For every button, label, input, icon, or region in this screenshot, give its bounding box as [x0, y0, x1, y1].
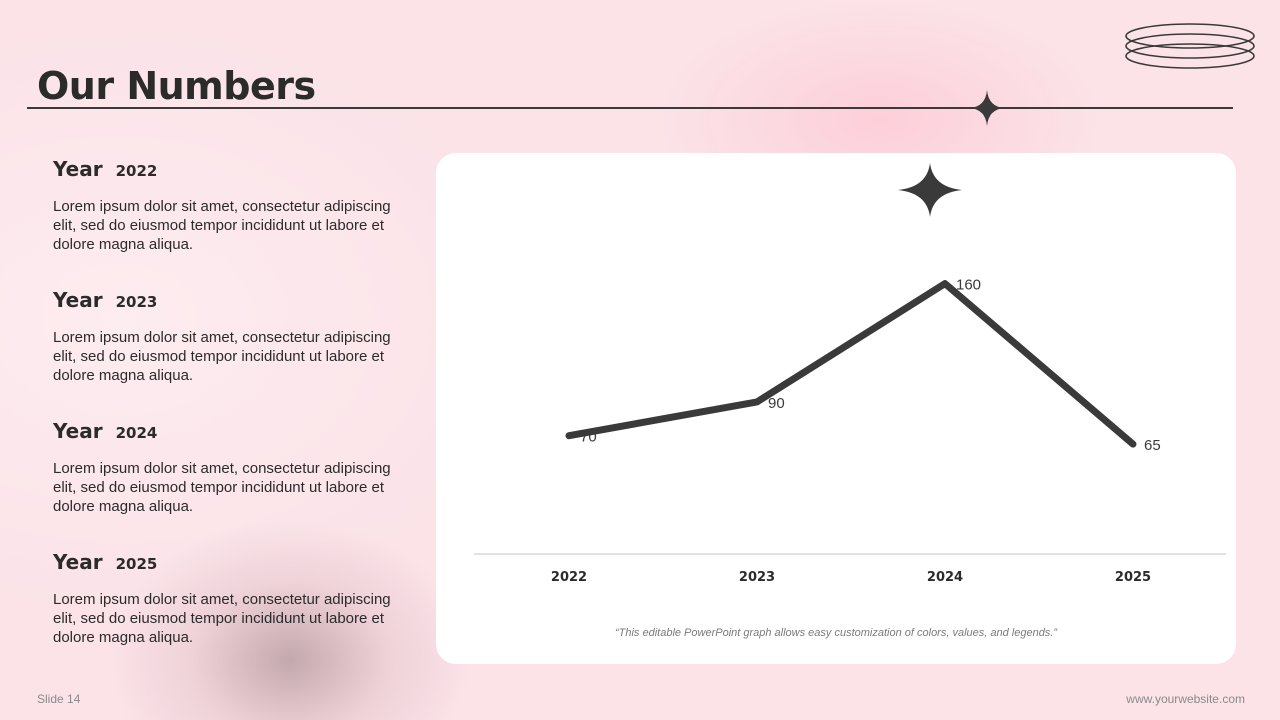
x-tick-label: 2023	[739, 570, 775, 585]
four-point-star-icon	[898, 163, 962, 217]
year-block-2022: Year 2022 Lorem ipsum dolor sit amet, co…	[53, 157, 413, 254]
year-heading: Year 2025	[53, 550, 413, 578]
year-word: Year	[53, 419, 103, 443]
data-label: 160	[956, 277, 981, 294]
year-heading: Year 2023	[53, 288, 413, 316]
year-word: Year	[53, 550, 103, 574]
page-title: Our Numbers	[37, 64, 316, 108]
x-tick-label: 2022	[551, 570, 587, 585]
year-heading: Year 2024	[53, 419, 413, 447]
title-divider	[27, 107, 1233, 109]
year-heading: Year 2022	[53, 157, 413, 185]
rings-icon	[1125, 23, 1255, 69]
year-block-2024: Year 2024 Lorem ipsum dolor sit amet, co…	[53, 419, 413, 516]
four-point-star-icon	[970, 90, 1004, 126]
year-word: Year	[53, 288, 103, 312]
data-label: 70	[580, 429, 597, 446]
x-tick-label: 2025	[1115, 570, 1151, 585]
year-description: Lorem ipsum dolor sit amet, consectetur …	[53, 329, 391, 384]
line-chart: 70 90 160 65 2022 2023 2024 2025	[474, 163, 1226, 585]
year-description: Lorem ipsum dolor sit amet, consectetur …	[53, 198, 391, 253]
year-block-2025: Year 2025 Lorem ipsum dolor sit amet, co…	[53, 550, 413, 647]
year-description: Lorem ipsum dolor sit amet, consectetur …	[53, 591, 391, 646]
x-tick-label: 2024	[927, 570, 963, 585]
series-line	[565, 280, 1137, 448]
year-block-2023: Year 2023 Lorem ipsum dolor sit amet, co…	[53, 288, 413, 385]
year-number: 2023	[115, 293, 158, 311]
chart-note: “This editable PowerPoint graph allows e…	[614, 627, 1058, 639]
year-number: 2024	[115, 424, 158, 442]
year-number: 2025	[115, 555, 158, 573]
data-label: 65	[1144, 437, 1161, 454]
website-link[interactable]: www.yourwebsite.com	[1126, 692, 1245, 706]
data-label: 90	[768, 395, 785, 412]
year-description: Lorem ipsum dolor sit amet, consectetur …	[53, 460, 391, 515]
year-number: 2022	[115, 162, 158, 180]
year-word: Year	[53, 157, 103, 181]
chart-card: 70 90 160 65 2022 2023 2024 2025 “This editable…	[436, 153, 1236, 664]
slide-number: Slide 14	[37, 692, 81, 706]
